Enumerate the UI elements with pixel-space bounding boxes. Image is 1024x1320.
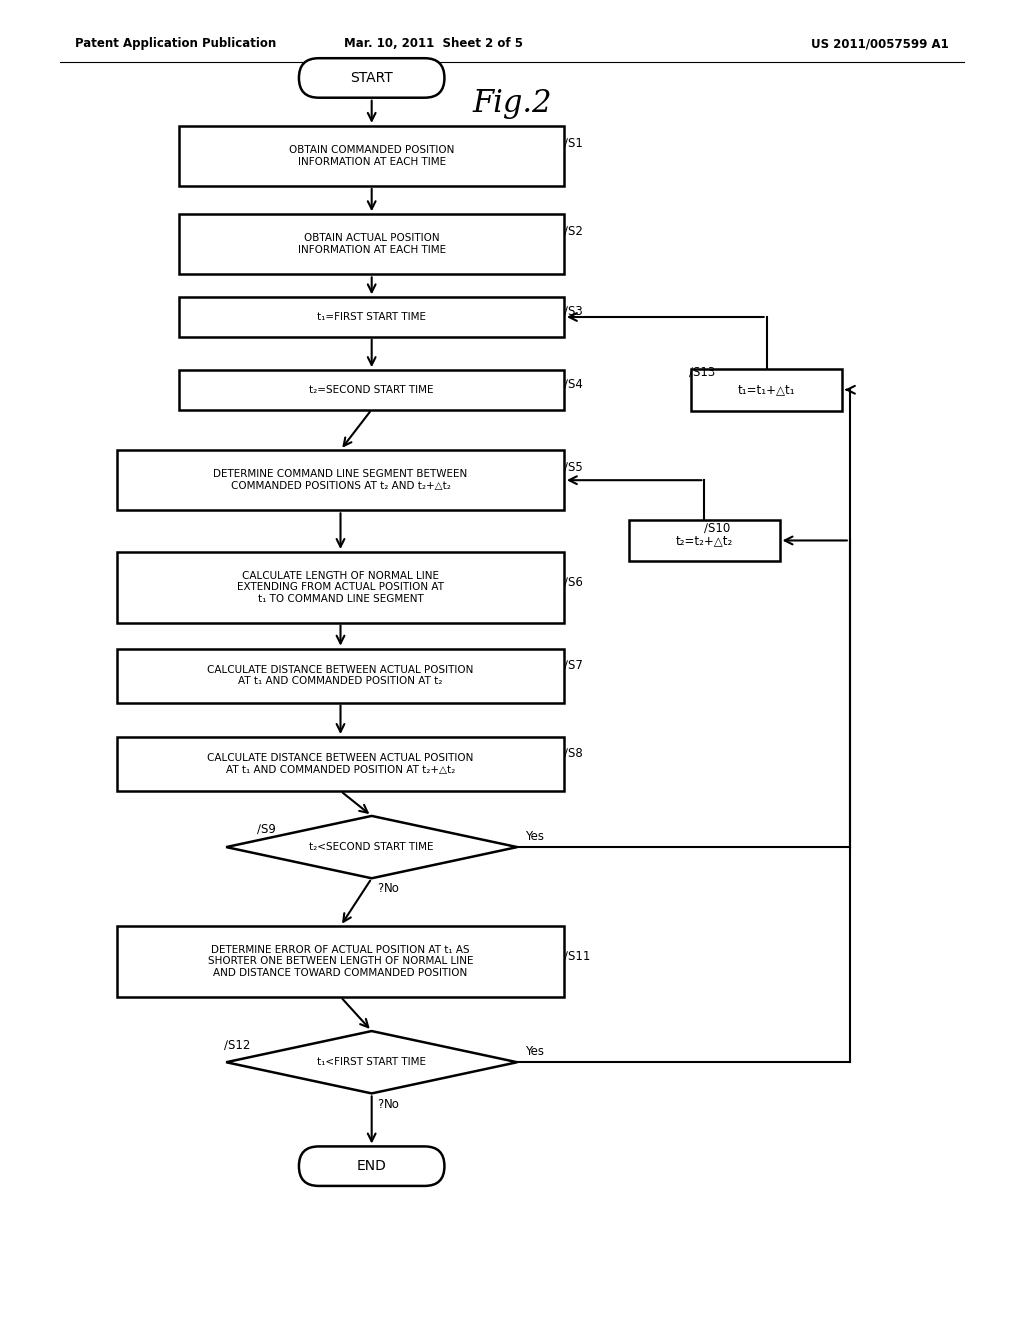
Text: t₂=SECOND START TIME: t₂=SECOND START TIME — [309, 384, 434, 395]
Text: ?: ? — [377, 883, 383, 895]
FancyBboxPatch shape — [629, 520, 779, 561]
Text: Yes: Yes — [525, 1045, 545, 1059]
Text: ∕S7: ∕S7 — [564, 659, 583, 672]
Text: ∕S1: ∕S1 — [564, 137, 583, 150]
Text: t₁=FIRST START TIME: t₁=FIRST START TIME — [317, 312, 426, 322]
Text: Yes: Yes — [525, 830, 545, 843]
FancyBboxPatch shape — [117, 737, 564, 791]
Polygon shape — [226, 1031, 517, 1093]
Text: ∕S10: ∕S10 — [705, 521, 730, 535]
Text: CALCULATE DISTANCE BETWEEN ACTUAL POSITION
AT t₁ AND COMMANDED POSITION AT t₂: CALCULATE DISTANCE BETWEEN ACTUAL POSITI… — [207, 665, 474, 686]
Text: ∕S12: ∕S12 — [224, 1039, 251, 1052]
Text: No: No — [384, 1097, 400, 1110]
FancyBboxPatch shape — [299, 1147, 444, 1185]
Text: No: No — [384, 883, 400, 895]
Text: ∕S2: ∕S2 — [564, 226, 583, 239]
Text: ∕S5: ∕S5 — [564, 461, 583, 474]
Text: Fig.2: Fig.2 — [472, 88, 552, 119]
Text: Mar. 10, 2011  Sheet 2 of 5: Mar. 10, 2011 Sheet 2 of 5 — [343, 37, 522, 50]
Text: Patent Application Publication: Patent Application Publication — [76, 37, 276, 50]
Text: ?: ? — [377, 1097, 383, 1110]
Text: t₁<FIRST START TIME: t₁<FIRST START TIME — [317, 1057, 426, 1068]
Text: DETERMINE COMMAND LINE SEGMENT BETWEEN
COMMANDED POSITIONS AT t₂ AND t₂+△t₂: DETERMINE COMMAND LINE SEGMENT BETWEEN C… — [213, 470, 468, 491]
FancyBboxPatch shape — [179, 214, 564, 275]
Polygon shape — [226, 816, 517, 878]
Text: t₂=t₂+△t₂: t₂=t₂+△t₂ — [676, 535, 733, 546]
Text: OBTAIN COMMANDED POSITION
INFORMATION AT EACH TIME: OBTAIN COMMANDED POSITION INFORMATION AT… — [289, 145, 455, 166]
Text: ∕S13: ∕S13 — [689, 366, 715, 379]
Text: START: START — [350, 71, 393, 84]
Text: ∕S11: ∕S11 — [564, 949, 591, 962]
Text: DETERMINE ERROR OF ACTUAL POSITION AT t₁ AS
SHORTER ONE BETWEEN LENGTH OF NORMAL: DETERMINE ERROR OF ACTUAL POSITION AT t₁… — [208, 945, 473, 978]
Text: END: END — [356, 1159, 387, 1173]
FancyBboxPatch shape — [117, 450, 564, 511]
FancyBboxPatch shape — [179, 297, 564, 337]
Text: OBTAIN ACTUAL POSITION
INFORMATION AT EACH TIME: OBTAIN ACTUAL POSITION INFORMATION AT EA… — [298, 234, 445, 255]
Text: t₂<SECOND START TIME: t₂<SECOND START TIME — [309, 842, 434, 853]
Text: US 2011/0057599 A1: US 2011/0057599 A1 — [811, 37, 948, 50]
Text: ∕S4: ∕S4 — [564, 378, 583, 391]
FancyBboxPatch shape — [179, 125, 564, 186]
Text: CALCULATE LENGTH OF NORMAL LINE
EXTENDING FROM ACTUAL POSITION AT
t₁ TO COMMAND : CALCULATE LENGTH OF NORMAL LINE EXTENDIN… — [237, 570, 444, 603]
FancyBboxPatch shape — [179, 370, 564, 409]
FancyBboxPatch shape — [117, 648, 564, 702]
Text: ∕S3: ∕S3 — [564, 305, 583, 318]
FancyBboxPatch shape — [299, 58, 444, 98]
Text: CALCULATE DISTANCE BETWEEN ACTUAL POSITION
AT t₁ AND COMMANDED POSITION AT t₂+△t: CALCULATE DISTANCE BETWEEN ACTUAL POSITI… — [207, 754, 474, 775]
Text: ∕S9: ∕S9 — [257, 822, 276, 836]
FancyBboxPatch shape — [117, 927, 564, 997]
FancyBboxPatch shape — [691, 370, 842, 411]
Text: t₁=t₁+△t₁: t₁=t₁+△t₁ — [738, 383, 796, 396]
FancyBboxPatch shape — [117, 552, 564, 623]
Text: ∕S8: ∕S8 — [564, 747, 583, 760]
Text: ∕S6: ∕S6 — [564, 576, 583, 589]
